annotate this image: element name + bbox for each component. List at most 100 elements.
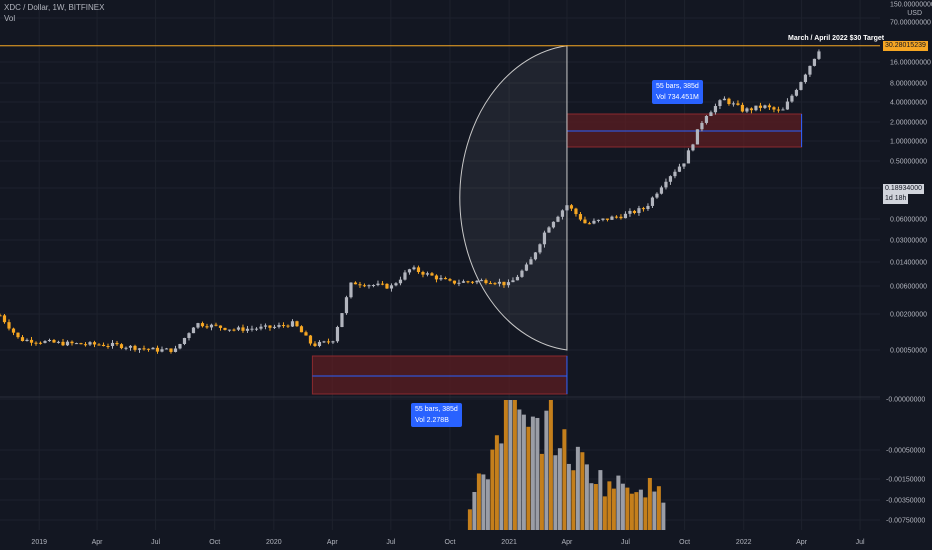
volume-bar: [472, 491, 477, 530]
price-tick-label: 16.00000000: [890, 60, 931, 67]
volume-bar: [634, 492, 639, 530]
candle-body: [295, 321, 299, 327]
volume-bar: [512, 400, 517, 530]
candle-body: [97, 344, 101, 346]
candle-body: [619, 216, 623, 219]
volume-bar: [616, 475, 621, 530]
candle-body: [610, 216, 614, 220]
price-tick-label: 0.06000000: [890, 217, 927, 224]
price-tick-label: 0.00600000: [890, 284, 927, 291]
volume-bar: [598, 470, 603, 530]
candle-body: [659, 187, 664, 194]
volume-bar: [638, 489, 643, 530]
volume-bar: [629, 493, 634, 530]
candle-body: [92, 342, 97, 345]
countdown-tag: 1d 18h: [883, 194, 909, 204]
candle-body: [592, 220, 596, 224]
candle-body: [178, 343, 182, 349]
volume-bar: [467, 509, 472, 530]
drawings: [0, 45, 880, 395]
candle-body: [817, 51, 821, 59]
time-tick-label: 2022: [736, 539, 752, 546]
volume-bar: [508, 400, 513, 530]
candle-body: [767, 105, 772, 108]
candle-body: [88, 342, 92, 345]
price-tick-label: 8.00000000: [890, 81, 927, 88]
candle-body: [191, 327, 196, 334]
candle-body: [542, 232, 547, 245]
candle-body: [0, 315, 2, 317]
candle-body: [241, 327, 245, 331]
candle-body: [61, 341, 65, 346]
candle-body: [403, 272, 407, 280]
time-tick-label: Apr: [562, 539, 574, 546]
candle-body: [124, 347, 128, 349]
time-tick-label: Apr: [327, 539, 339, 546]
candle-body: [457, 282, 461, 284]
candle-body: [308, 335, 313, 344]
volume-bar: [593, 484, 598, 530]
candle-body: [650, 197, 655, 206]
candle-body: [79, 343, 83, 345]
candle-body: [25, 339, 29, 342]
time-tick-label: Oct: [209, 539, 220, 546]
candle-body: [749, 108, 754, 111]
volume-bar: [476, 473, 481, 530]
candle-body: [493, 283, 497, 285]
candle-body: [322, 341, 326, 343]
candle-body: [637, 208, 641, 214]
grid: [0, 0, 880, 530]
volume-bar: [625, 487, 630, 530]
candle-body: [740, 104, 745, 112]
candle-body: [160, 349, 164, 352]
candle-body: [7, 322, 11, 329]
volume-bar: [661, 502, 666, 530]
candle-body: [304, 332, 308, 336]
candle-body: [353, 282, 358, 285]
candle-body: [142, 348, 146, 350]
volume-bar: [575, 446, 580, 530]
candle-body: [398, 279, 403, 284]
candle-body: [358, 284, 362, 286]
candle-body: [461, 281, 466, 283]
volume-bar: [647, 477, 652, 530]
candle-body: [434, 275, 439, 280]
volume-bars: [467, 400, 666, 530]
candle-body: [70, 341, 74, 344]
candle-body: [452, 280, 457, 284]
volume-bar: [490, 449, 495, 530]
candle-body: [416, 267, 421, 273]
candle-body: [52, 340, 56, 343]
time-tick-label: 2020: [266, 539, 282, 546]
candle-body: [524, 264, 529, 271]
candle-body: [682, 163, 686, 167]
candle-body: [470, 281, 475, 283]
candle-body: [263, 325, 268, 327]
volume-bar: [571, 470, 576, 530]
volume-bar: [485, 479, 490, 530]
candle-body: [335, 326, 340, 342]
volume-bar: [521, 414, 526, 530]
volume-bar: [562, 429, 567, 530]
candle-body: [119, 344, 124, 349]
time-tick-label: Jul: [151, 539, 160, 546]
candle-body: [772, 107, 776, 110]
candle-body: [623, 213, 628, 219]
candle-body: [272, 326, 277, 328]
measure-box-lower[interactable]: 55 bars, 385d Vol 2.278B: [411, 403, 462, 427]
candle-body: [691, 144, 695, 151]
candle-body: [340, 313, 344, 327]
measure-box-upper[interactable]: 55 bars, 385d Vol 734.451M: [652, 80, 703, 104]
candle-body: [277, 325, 281, 327]
candle-body: [781, 109, 785, 111]
candle-body: [227, 329, 232, 331]
candle-body: [169, 348, 173, 352]
candle-body: [106, 346, 110, 348]
candle-body: [776, 109, 781, 111]
measure-box-upper-bars: 55 bars, 385d: [656, 83, 699, 90]
price-tick-label: 150.00000000: [890, 2, 932, 9]
candle-body: [704, 115, 709, 123]
price-tick-label: 2.00000000: [890, 120, 927, 127]
time-tick-label: Apr: [796, 539, 808, 546]
